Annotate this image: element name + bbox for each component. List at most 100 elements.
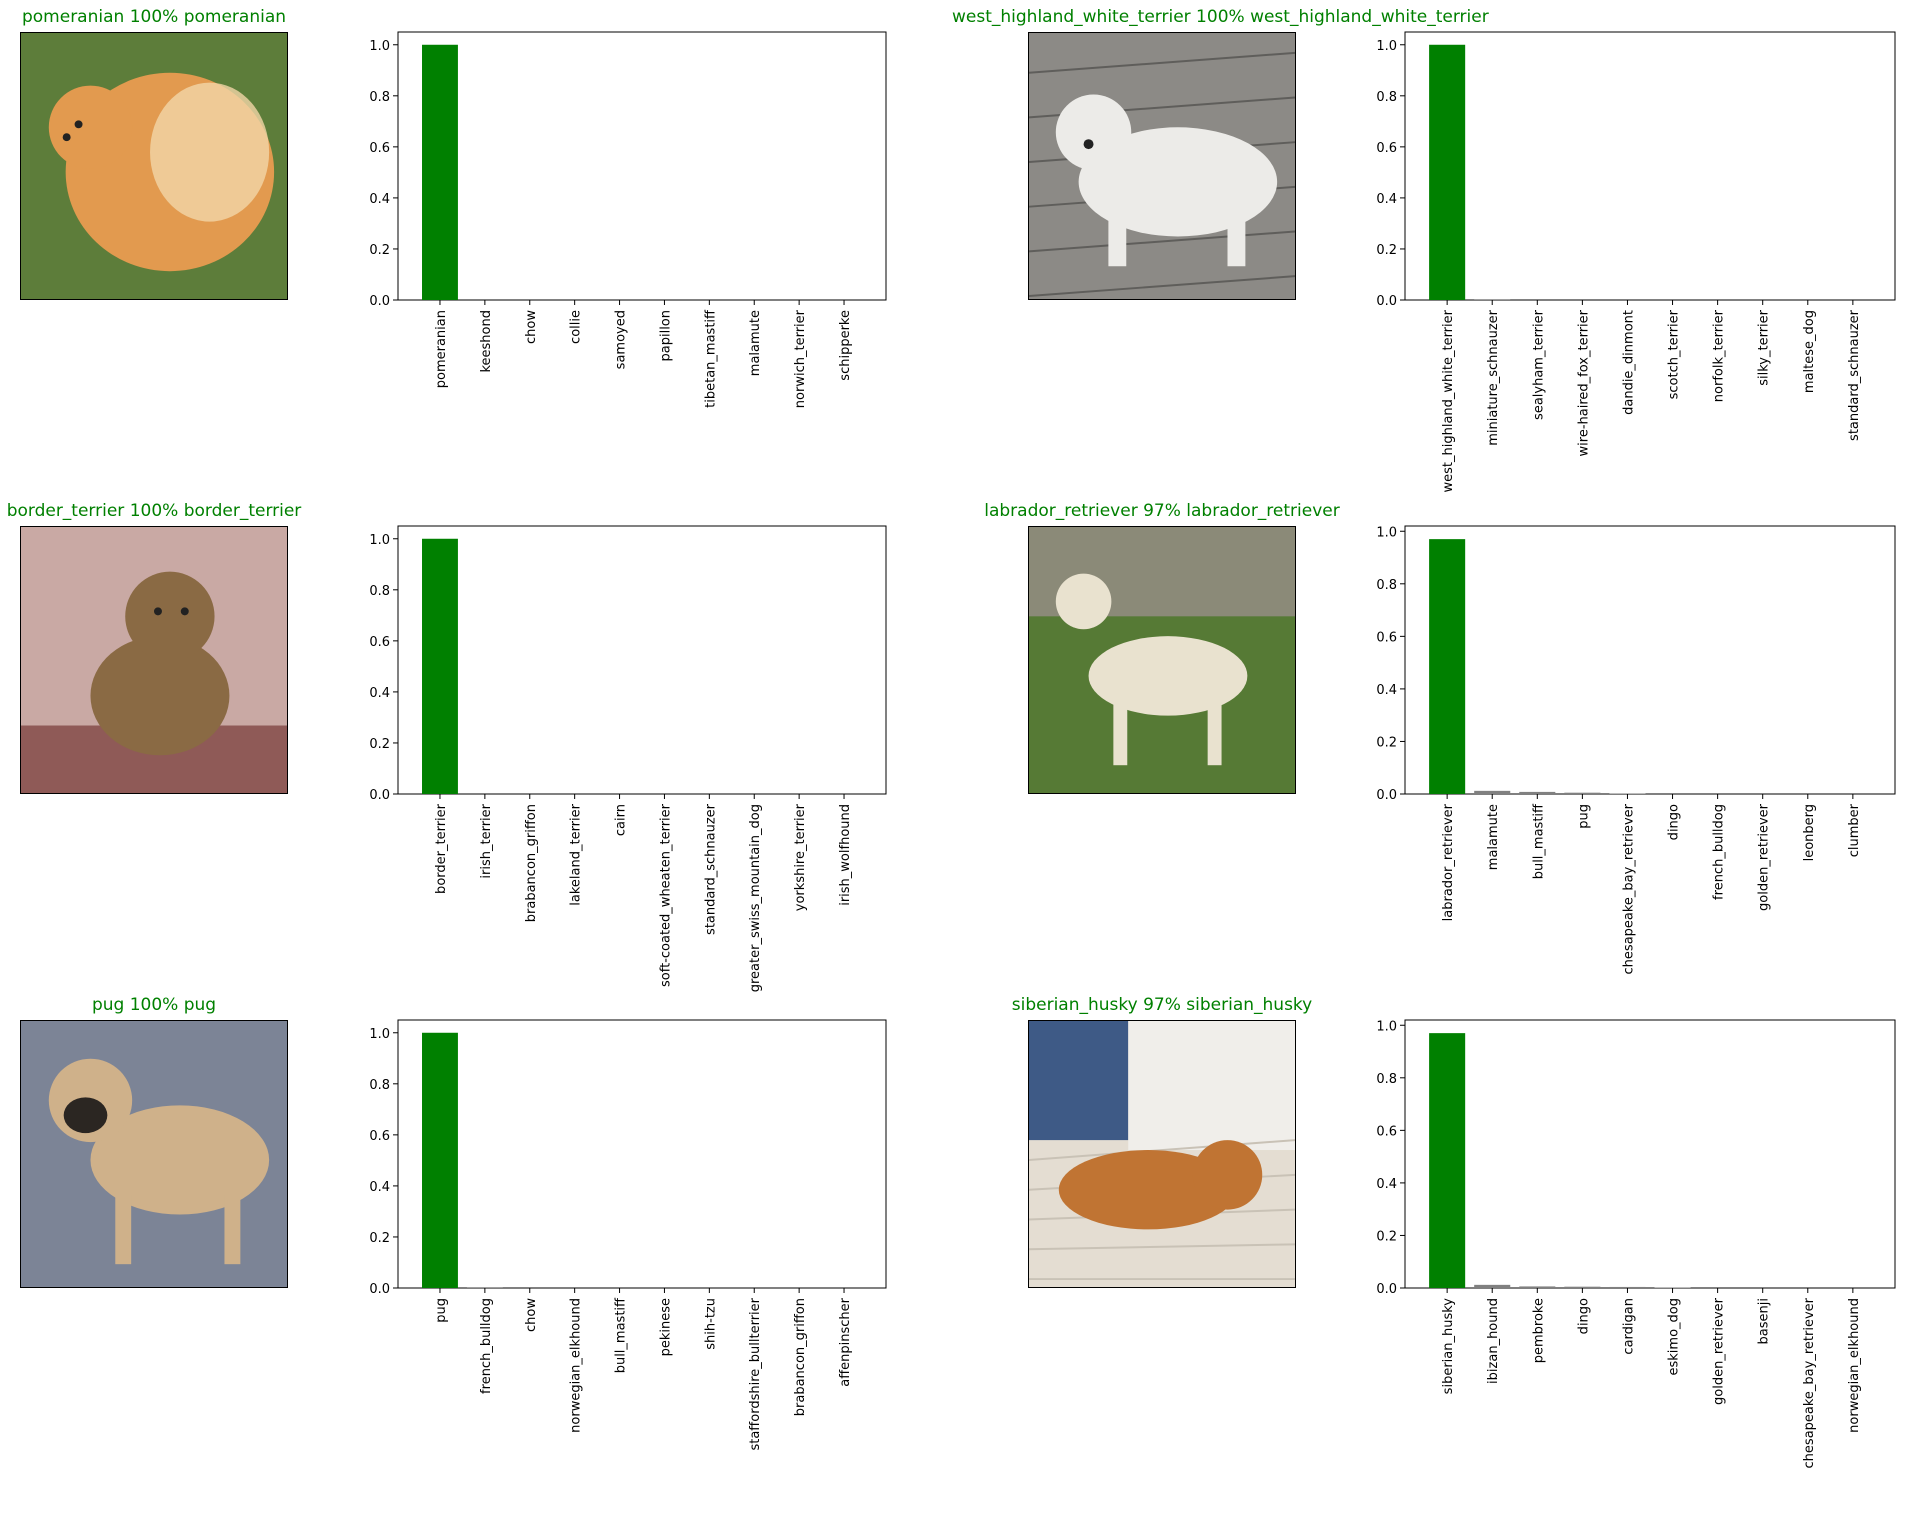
x-tick-label: dingo xyxy=(1576,1298,1591,1334)
y-tick-label: 1.0 xyxy=(1376,39,1397,54)
x-tick-label: norwegian_elkhound xyxy=(1847,1298,1862,1433)
x-tick-label: schipperke xyxy=(838,310,853,381)
x-tick-label: labrador_retriever xyxy=(1441,803,1456,921)
bar xyxy=(1474,1284,1511,1288)
y-tick-label: 0.0 xyxy=(1376,1282,1397,1297)
bar xyxy=(1654,1287,1691,1288)
x-tick-label: norfolk_terrier xyxy=(1712,309,1727,402)
x-tick-label: pembroke xyxy=(1531,1298,1546,1363)
y-tick-label: 0.8 xyxy=(1376,1072,1397,1087)
bar xyxy=(466,1287,503,1288)
bar xyxy=(1609,793,1646,794)
bar xyxy=(422,44,458,301)
probability-bar-chart: 0.0 0.2 0.4 0.6 0.8 1.0 border_terrier irish_te… xyxy=(369,525,887,992)
bar xyxy=(1474,299,1511,300)
border-terrier-photo xyxy=(20,526,288,794)
y-tick-label: 1.0 xyxy=(1376,525,1397,540)
x-tick-label: silky_terrier xyxy=(1757,309,1772,385)
x-tick-label: standard_schnauzer xyxy=(1847,309,1862,441)
y-tick-label: 0.4 xyxy=(369,686,390,701)
y-tick-label: 0.2 xyxy=(1376,243,1397,258)
x-tick-label: french_bulldog xyxy=(1712,804,1727,900)
x-tick-label: papillon xyxy=(658,310,673,362)
x-tick-label: norwich_terrier xyxy=(793,309,808,408)
probability-bar-chart: 0.0 0.2 0.4 0.6 0.8 1.0 pomeranian keeshond chow… xyxy=(369,31,887,408)
y-tick-label: 0.8 xyxy=(1376,90,1397,105)
x-tick-label: shih-tzu xyxy=(703,1298,718,1350)
y-tick-label: 0.8 xyxy=(369,90,390,105)
y-tick-label: 0.4 xyxy=(1376,683,1397,698)
x-tick-label: malamute xyxy=(1486,804,1501,870)
image-title: pug 100% pug xyxy=(91,995,217,1015)
image-title: pomeranian 100% pomeranian xyxy=(21,7,287,27)
bar xyxy=(422,1032,458,1288)
x-tick-label: yorkshire_terrier xyxy=(793,803,808,911)
y-tick-label: 0.6 xyxy=(1376,141,1397,156)
x-tick-label: ibizan_hound xyxy=(1486,1298,1501,1384)
bar xyxy=(1429,44,1466,301)
probability-bar-chart: 0.0 0.2 0.4 0.6 0.8 1.0 labrador_retriever mala… xyxy=(1376,525,1896,974)
siberian-husky-photo xyxy=(1028,1020,1296,1288)
y-tick-label: 0.4 xyxy=(369,192,390,207)
bar xyxy=(422,538,458,794)
y-tick-label: 1.0 xyxy=(369,39,390,54)
y-tick-label: 0.8 xyxy=(1376,578,1397,593)
x-tick-label: bull_mastiff xyxy=(1531,803,1546,879)
bar xyxy=(1564,1286,1601,1288)
x-tick-label: basenji xyxy=(1757,1298,1772,1344)
y-tick-label: 0.8 xyxy=(369,1078,390,1093)
y-tick-label: 0.6 xyxy=(1376,630,1397,645)
axes-frame xyxy=(397,31,887,301)
x-tick-label: staffordshire_bullterrier xyxy=(748,1297,763,1450)
y-tick-label: 0.6 xyxy=(1376,1124,1397,1139)
x-tick-label: maltese_dog xyxy=(1802,310,1817,393)
x-tick-label: golden_retriever xyxy=(1712,1297,1727,1405)
y-tick-label: 1.0 xyxy=(369,533,390,548)
image-title: border_terrier 100% border_terrier xyxy=(6,501,302,521)
y-tick-label: 1.0 xyxy=(369,1027,390,1042)
y-tick-label: 0.0 xyxy=(369,294,390,309)
y-tick-label: 0.2 xyxy=(369,243,390,258)
y-tick-label: 0.0 xyxy=(1376,294,1397,309)
y-tick-label: 0.4 xyxy=(1376,192,1397,207)
y-tick-label: 0.2 xyxy=(369,1231,390,1246)
x-tick-label: malamute xyxy=(748,310,763,376)
x-tick-label: dandie_dinmont xyxy=(1621,310,1636,415)
x-tick-label: eskimo_dog xyxy=(1667,1298,1682,1376)
x-tick-label: cairn xyxy=(614,804,629,836)
x-tick-label: leonberg xyxy=(1802,804,1817,861)
x-tick-label: french_bulldog xyxy=(479,1298,494,1394)
x-tick-label: bull_mastiff xyxy=(614,1297,629,1373)
y-tick-label: 0.6 xyxy=(369,141,390,156)
x-tick-label: norwegian_elkhound xyxy=(569,1298,584,1433)
axes-frame xyxy=(1404,1019,1896,1289)
x-tick-label: greater_swiss_mountain_dog xyxy=(748,804,763,992)
x-tick-label: affenpinscher xyxy=(838,1297,853,1386)
image-title: west_highland_white_terrier 100% west_hi… xyxy=(952,7,1489,27)
y-tick-label: 0.6 xyxy=(369,635,390,650)
x-tick-label: irish_terrier xyxy=(479,803,494,878)
y-tick-label: 0.0 xyxy=(1376,788,1397,803)
x-tick-label: tibetan_mastiff xyxy=(703,309,718,408)
probability-bar-chart: 0.0 0.2 0.4 0.6 0.8 1.0 west_highland_white_te… xyxy=(1376,31,1896,493)
x-tick-label: lakeland_terrier xyxy=(569,803,584,905)
bar xyxy=(1609,1286,1646,1288)
x-tick-label: chow xyxy=(524,310,539,344)
y-tick-label: 0.8 xyxy=(369,584,390,599)
y-tick-label: 0.6 xyxy=(369,1129,390,1144)
x-tick-label: brabancon_griffon xyxy=(524,804,539,922)
pomeranian-dog-photo xyxy=(20,32,288,300)
bar xyxy=(1519,791,1556,794)
x-tick-label: chesapeake_bay_retriever xyxy=(1802,1297,1817,1468)
bar xyxy=(1564,792,1601,794)
y-tick-label: 0.0 xyxy=(369,788,390,803)
y-tick-label: 1.0 xyxy=(1376,1019,1397,1034)
x-tick-label: chesapeake_bay_retriever xyxy=(1621,803,1636,974)
bar xyxy=(1474,790,1511,794)
bar xyxy=(1519,1286,1556,1288)
x-tick-label: pekinese xyxy=(658,1298,673,1356)
probability-bar-chart: 0.0 0.2 0.4 0.6 0.8 1.0 siberian_husky ibizan_h… xyxy=(1376,1019,1896,1468)
image-title: labrador_retriever 97% labrador_retrieve… xyxy=(984,501,1340,521)
x-tick-label: irish_wolfhound xyxy=(838,804,853,906)
